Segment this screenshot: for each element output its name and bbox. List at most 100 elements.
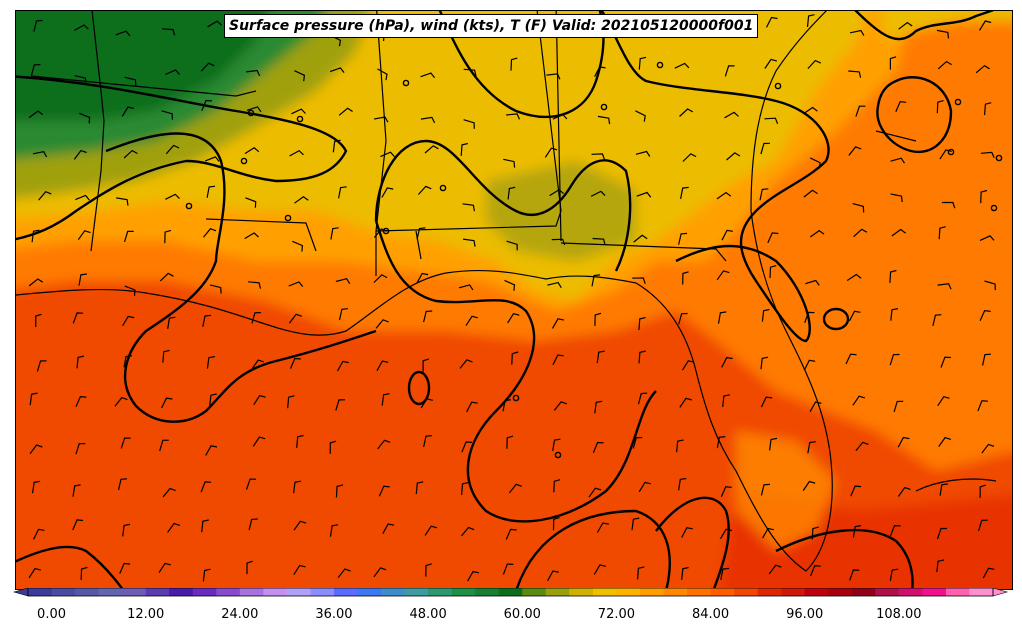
- wind-barb: [678, 312, 688, 325]
- wind-barb: [544, 147, 558, 158]
- wind-barb: [769, 437, 778, 451]
- wind-barb: [638, 481, 651, 493]
- wind-barb: [293, 480, 302, 494]
- colorbar-swatch: [875, 588, 900, 596]
- wind-barb: [206, 185, 216, 198]
- wind-barb: [248, 518, 258, 531]
- wind-barb: [380, 151, 395, 158]
- wind-barb: [72, 312, 84, 324]
- wind-barb: [760, 356, 769, 370]
- wind-barb: [205, 445, 218, 456]
- colorbar-swatch: [569, 588, 594, 596]
- wind-barb: [724, 111, 739, 119]
- wind-barb: [681, 527, 693, 538]
- wind-barb: [553, 401, 568, 411]
- wind-barb: [76, 355, 85, 369]
- colorbar-tick-label: 96.00: [786, 607, 824, 622]
- wind-barb: [35, 313, 42, 328]
- wind-barb: [682, 153, 697, 162]
- wind-barb: [164, 229, 172, 244]
- colorbar-swatch: [757, 588, 782, 596]
- wind-barb: [124, 285, 136, 297]
- colorbar-swatch: [216, 588, 241, 596]
- wind-barb: [202, 314, 212, 327]
- wind-barb: [376, 360, 389, 371]
- wind-barb: [425, 563, 432, 577]
- wind-barb: [251, 359, 265, 370]
- wind-barb: [591, 274, 601, 287]
- wind-barb: [936, 527, 947, 540]
- wind-barb: [807, 441, 816, 454]
- colorbar-swatch: [804, 588, 829, 596]
- wind-barb: [807, 59, 822, 70]
- wind-barb: [806, 14, 815, 27]
- wind-barb: [159, 272, 174, 282]
- wind-barb: [889, 353, 900, 366]
- wind-barb: [593, 564, 606, 575]
- wind-barb: [251, 312, 261, 324]
- colorbar-swatch: [98, 588, 123, 596]
- wind-barb: [74, 24, 89, 31]
- wind-barb: [420, 398, 433, 409]
- colorbar-swatch: [898, 588, 923, 596]
- wind-barb: [463, 68, 477, 77]
- wind-barb: [855, 105, 866, 117]
- wind-barb: [296, 434, 304, 448]
- wind-barb: [502, 563, 514, 575]
- colorbar-tick-label: 48.00: [409, 607, 447, 622]
- wind-barb: [805, 279, 820, 286]
- pressure-isobars: [16, 11, 995, 589]
- wind-barb: [74, 75, 87, 85]
- colorbar-swatch: [122, 588, 147, 596]
- wind-barb: [293, 520, 307, 531]
- wind-barb: [978, 20, 992, 31]
- wind-barb: [633, 234, 648, 243]
- wind-barb: [422, 358, 429, 372]
- wind-barb: [717, 311, 727, 324]
- wind-barb: [29, 392, 38, 406]
- colorbar-swatch: [498, 588, 523, 596]
- wind-barb: [204, 156, 220, 162]
- wind-barb: [890, 308, 899, 321]
- colorbar-swatch: [616, 588, 641, 596]
- wind-barb: [289, 313, 302, 324]
- wind-barb: [159, 439, 169, 452]
- wind-barb: [722, 394, 730, 407]
- wind-barb: [716, 191, 732, 200]
- wind-barb: [381, 187, 394, 198]
- temperature-colorbar: [12, 588, 1009, 597]
- wind-barb: [167, 316, 176, 329]
- wind-barb: [889, 56, 897, 70]
- wind-barb: [75, 395, 87, 407]
- wind-barb: [121, 106, 134, 117]
- wind-barb: [119, 562, 131, 574]
- wind-barb: [288, 281, 304, 287]
- wind-barb: [767, 232, 779, 244]
- wind-barb: [382, 523, 395, 534]
- wind-barb: [893, 400, 904, 413]
- wind-barb: [679, 108, 694, 117]
- wind-barb: [811, 526, 819, 540]
- wind-barb: [596, 522, 609, 533]
- wind-barb: [890, 193, 903, 203]
- wind-barb: [460, 142, 468, 156]
- wind-barb: [809, 229, 825, 238]
- wind-barb: [552, 354, 564, 366]
- wind-barb: [201, 99, 213, 111]
- wind-barb: [248, 281, 262, 289]
- wind-barb: [335, 399, 346, 411]
- wind-barb: [373, 274, 388, 283]
- colorbar-swatch: [922, 588, 947, 596]
- wind-barb: [375, 319, 389, 329]
- wind-barb: [804, 311, 815, 324]
- wind-barb: [461, 441, 473, 453]
- wind-barb: [553, 479, 561, 493]
- wind-barb: [716, 270, 730, 281]
- wind-barb: [207, 20, 222, 28]
- colorbar-swatch: [592, 588, 617, 596]
- wind-barb: [458, 284, 474, 291]
- colorbar-swatch: [969, 588, 994, 596]
- wind-barb: [420, 72, 436, 79]
- wind-barb: [855, 441, 869, 452]
- wind-barb: [636, 191, 652, 198]
